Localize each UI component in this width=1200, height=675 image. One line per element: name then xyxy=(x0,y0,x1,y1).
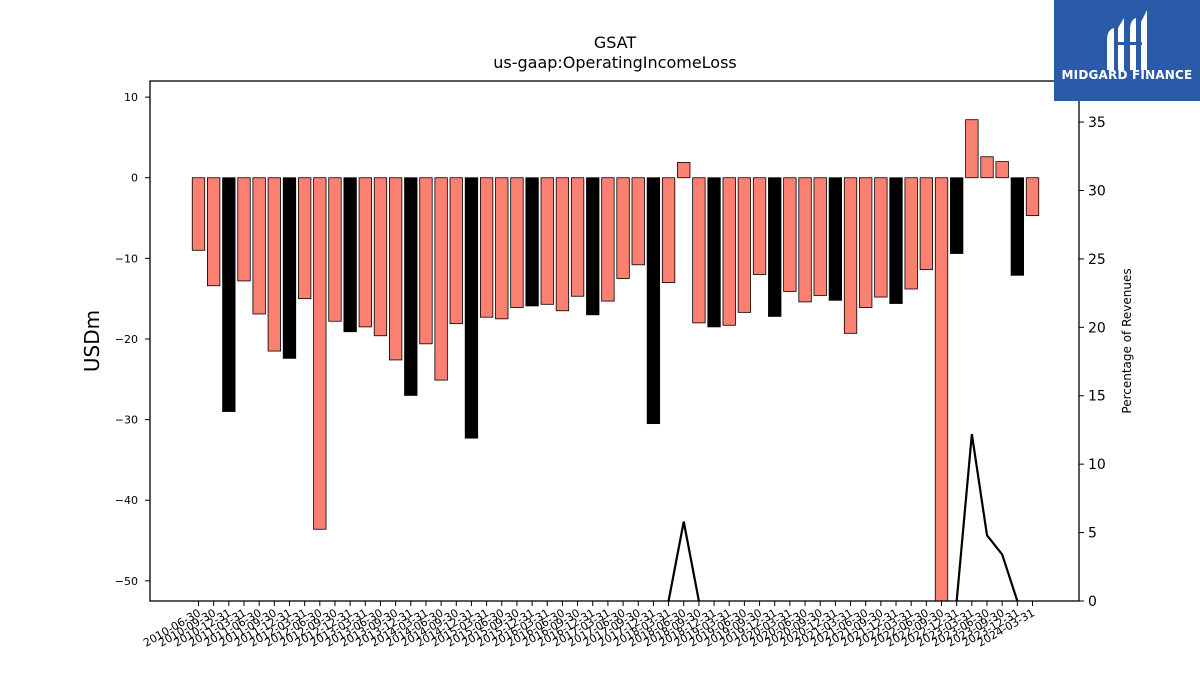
bar-2014-03-31 xyxy=(419,177,433,345)
y-tick-label: −10 xyxy=(115,252,138,265)
bar-2013-09-30 xyxy=(388,177,403,361)
y2-tick-label: 10 xyxy=(1088,457,1106,473)
bar-2019-06-30 xyxy=(737,177,752,313)
y-tick-label: 10 xyxy=(124,91,138,104)
bar-2023-09-30 xyxy=(995,161,1009,179)
bar-2011-06-30 xyxy=(252,177,266,315)
bar-2010-12-31 xyxy=(222,177,236,412)
y-tick-label: 0 xyxy=(131,172,138,185)
bar-2021-09-30 xyxy=(874,177,888,298)
bar-2015-09-30 xyxy=(510,177,524,308)
bar-2012-03-31 xyxy=(297,177,312,300)
bar-2012-09-30 xyxy=(328,177,342,322)
bar-2011-09-30 xyxy=(267,177,281,352)
y-axis-label: USDm xyxy=(80,310,104,372)
x-axis: 2010-06-302010-09-302010-12-312011-03-31… xyxy=(141,601,1037,650)
bar-2015-03-31 xyxy=(479,177,494,318)
y-tick-label: −20 xyxy=(115,333,138,346)
y2-tick-label: 35 xyxy=(1088,115,1106,131)
bar-2023-03-31 xyxy=(965,119,979,179)
bar-2016-12-31 xyxy=(586,177,600,316)
bar-2013-12-31 xyxy=(404,177,418,396)
bar-2024-03-31 xyxy=(1025,177,1040,217)
bar-2023-06-30 xyxy=(980,156,994,179)
bar-2022-06-30 xyxy=(919,177,933,271)
bar-2013-06-30 xyxy=(373,177,388,337)
logo-text: MIDGARD FINANCE xyxy=(1061,68,1193,82)
bar-2018-06-30 xyxy=(677,162,691,179)
bar-2019-09-30 xyxy=(752,177,767,275)
y-tick-label: −50 xyxy=(115,575,138,588)
midgard-logo-icon xyxy=(1107,10,1147,70)
y-tick-label: −40 xyxy=(115,494,138,507)
bar-2011-12-31 xyxy=(282,177,297,359)
y2-tick-label: 5 xyxy=(1088,526,1097,542)
bar-2022-12-31 xyxy=(950,177,964,254)
line-group xyxy=(667,433,1019,602)
bar-2012-06-30 xyxy=(313,177,327,530)
bar-2016-09-30 xyxy=(570,177,585,297)
bar-2012-12-31 xyxy=(343,177,357,333)
bar-2018-09-30 xyxy=(692,177,706,324)
bar-2019-12-31 xyxy=(768,177,782,317)
bar-2015-06-30 xyxy=(495,177,509,320)
y2-tick-label: 30 xyxy=(1088,183,1106,199)
bar-2017-09-30 xyxy=(631,177,645,266)
bar-2021-12-31 xyxy=(889,177,903,304)
bar-2017-06-30 xyxy=(616,177,630,279)
bar-2020-06-30 xyxy=(798,177,812,303)
bars-group xyxy=(191,119,1040,602)
y2-tick-label: 0 xyxy=(1088,594,1097,610)
bar-2011-03-31 xyxy=(237,177,251,282)
chart-subtitle: us-gaap:OperatingIncomeLoss xyxy=(493,53,737,72)
bar-2014-06-30 xyxy=(434,177,448,381)
percentage-line-segment-0 xyxy=(667,521,700,602)
y2-tick-label: 15 xyxy=(1088,389,1106,405)
percentage-line-segment-1 xyxy=(955,433,1019,602)
bar-2020-03-31 xyxy=(783,177,797,292)
bar-2021-03-31 xyxy=(843,177,858,334)
y2-tick-label: 20 xyxy=(1088,320,1106,336)
bar-2010-06-30 xyxy=(191,177,206,251)
bar-2020-09-30 xyxy=(813,177,827,296)
midgard-finance-logo: MIDGARD FINANCE xyxy=(1054,0,1200,101)
bar-2016-06-30 xyxy=(555,177,570,312)
bar-2015-12-31 xyxy=(525,177,539,307)
y2-tick-label: 25 xyxy=(1088,252,1106,268)
bar-2019-03-31 xyxy=(722,177,736,326)
y-axis: 10 0 −10 −20 −30 −40 −50 xyxy=(115,91,150,588)
bar-2014-09-30 xyxy=(449,177,463,325)
y2-axis: 0 5 10 15 20 25 30 35 xyxy=(1079,115,1106,610)
bar-2014-12-31 xyxy=(464,177,479,439)
bar-2021-06-30 xyxy=(859,177,873,308)
y2-axis-label: Percentage of Revenues xyxy=(1120,268,1134,413)
bar-2016-03-31 xyxy=(540,177,554,305)
bar-2020-12-31 xyxy=(828,177,843,301)
y-tick-label: −30 xyxy=(115,414,138,427)
bar-2017-03-31 xyxy=(601,177,615,302)
chart-title: GSAT xyxy=(594,33,637,52)
bar-2013-03-31 xyxy=(358,177,372,328)
bar-2022-03-31 xyxy=(904,177,918,290)
bar-2023-12-31 xyxy=(1010,177,1024,276)
bar-2018-03-31 xyxy=(661,177,676,283)
bar-2018-12-31 xyxy=(707,177,721,328)
bar-2017-12-31 xyxy=(646,177,661,425)
plot-frame xyxy=(149,80,1080,602)
bar-2022-09-30 xyxy=(934,177,949,602)
bar-2010-09-30 xyxy=(207,177,221,287)
